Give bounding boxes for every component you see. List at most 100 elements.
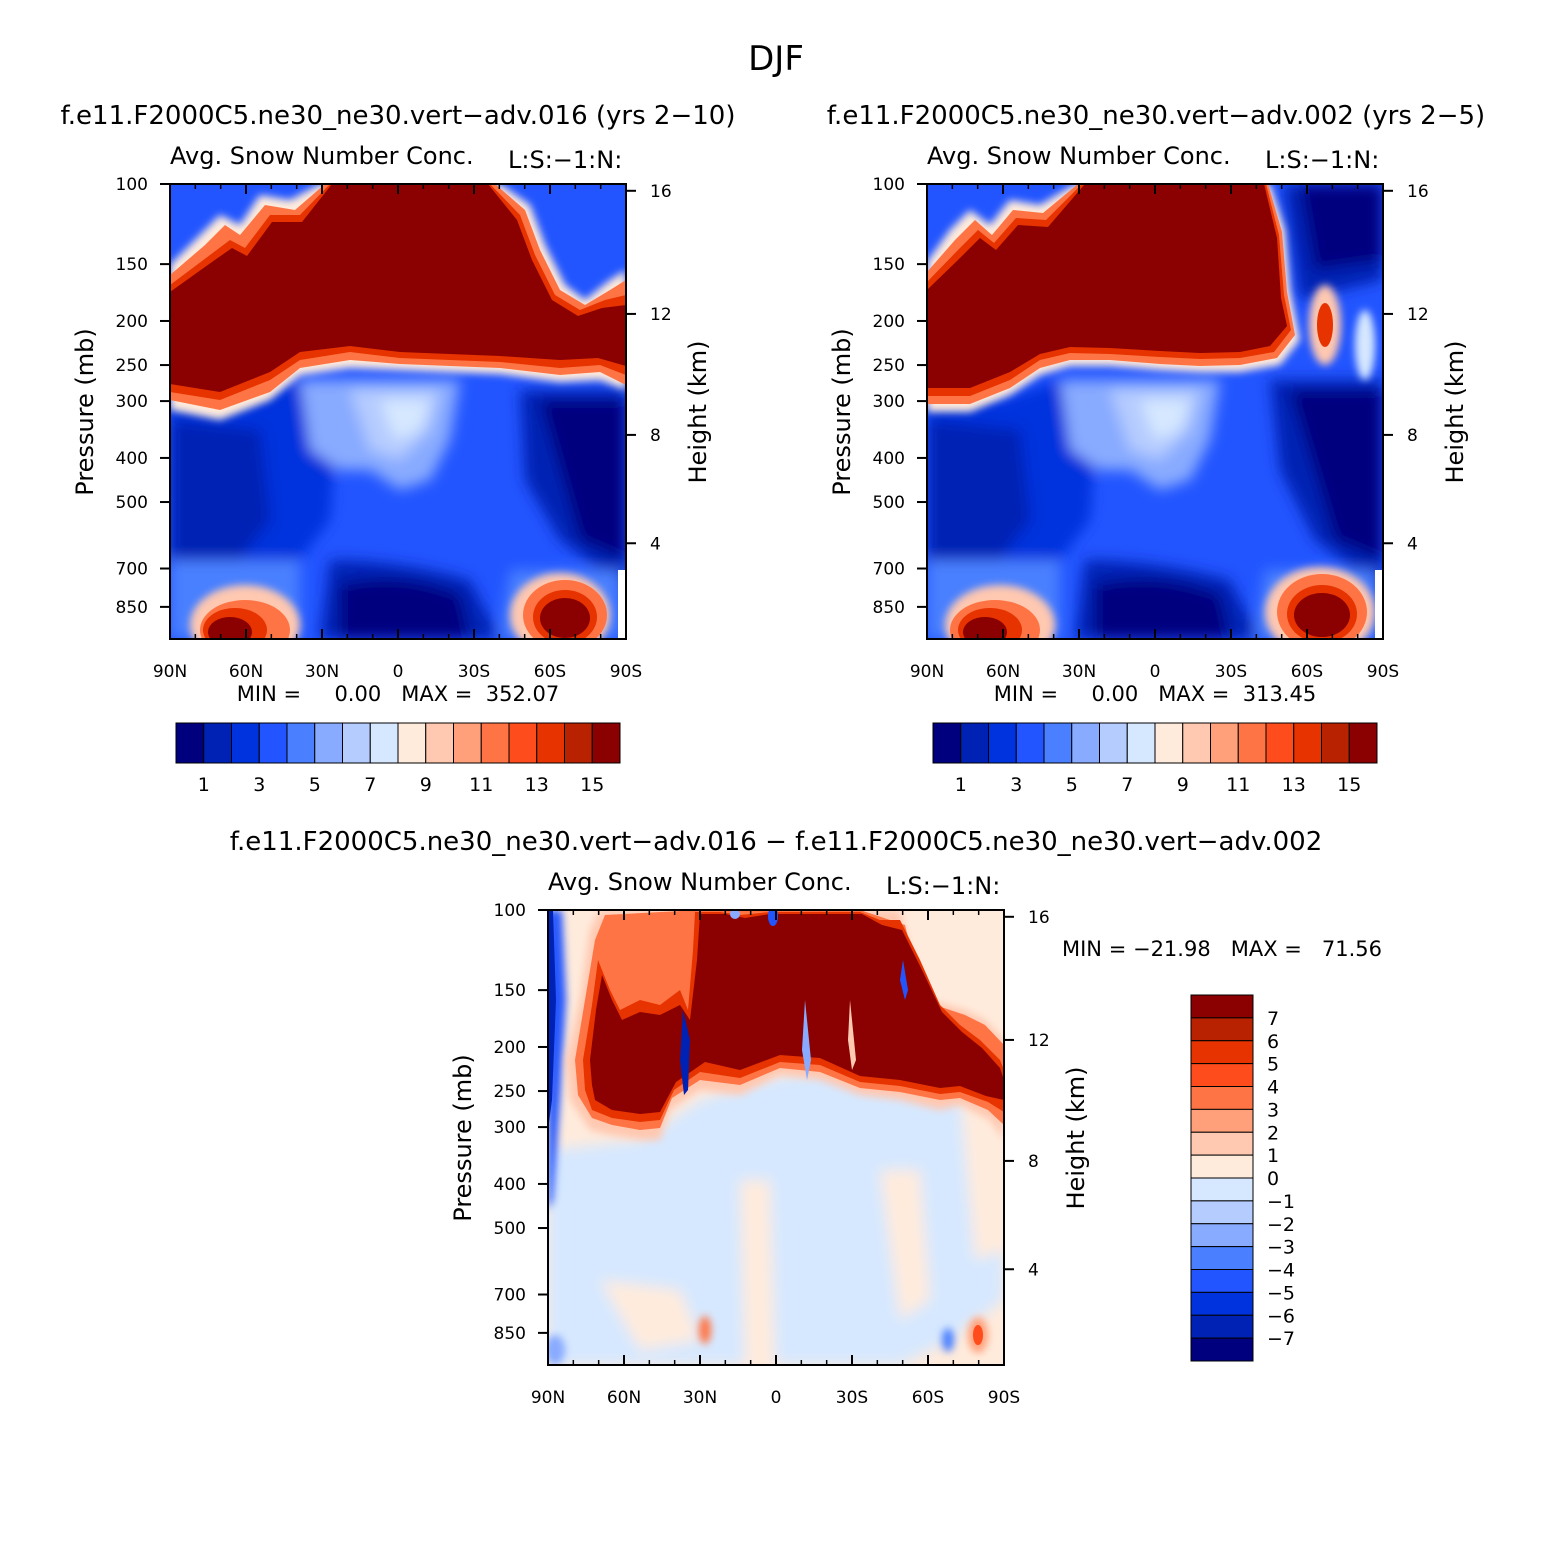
panel2-ytick-right-label: 8: [1407, 426, 1418, 446]
panel1-xtick-label: 30N: [305, 662, 339, 682]
panel3-colorbar-label: −1: [1267, 1191, 1295, 1213]
panel2-colorbar-label: 1: [955, 774, 967, 796]
panel3-ytick-label: 300: [494, 1118, 526, 1138]
panel3-xtick-label: 60N: [607, 1388, 641, 1408]
panel2-ytick-right-label: 4: [1407, 534, 1418, 554]
panel3-xtick-label: 0: [771, 1388, 782, 1408]
panel1-ytick-label: 400: [116, 449, 148, 469]
panel2-ytick-label: 400: [873, 449, 905, 469]
panel1-ytick-label: 300: [116, 392, 148, 412]
panel2-xtick-label: 30S: [1215, 662, 1247, 682]
panel2-colorbar-box: [1210, 722, 1239, 764]
panel3-xtick-label: 90S: [988, 1388, 1020, 1408]
panel2-colorbar-label: 5: [1066, 774, 1078, 796]
panel2-colorbar-box: [960, 722, 989, 764]
panel2-ytick-label: 700: [873, 560, 905, 580]
panel1: Avg. Snow Number Conc. L:S:−1:N:: [71, 142, 712, 796]
panel2-colorbar-box: [1237, 722, 1267, 764]
panel2-axis-ticks: 90N 60N 30N 0 30S 60S 90S 100 150 200 250 300 400 500…: [873, 175, 1429, 682]
panel3-contour-field: [548, 910, 1004, 1365]
panel3-colorbar-box: [1190, 1337, 1254, 1362]
panel2-colorbar-box: [1154, 722, 1184, 764]
panel3-ytick-right-label: 12: [1028, 1031, 1050, 1051]
panel1-colorbar-label: 7: [364, 774, 376, 796]
panel1-colorbar-box: [203, 722, 232, 764]
panel2-contour-field: [927, 184, 1383, 639]
panel3-colorbar-box: [1190, 1269, 1254, 1293]
panel2-ytick-label: 850: [873, 598, 905, 618]
panel2-ytick-label: 250: [873, 356, 905, 376]
panel3-colorbar-box: [1190, 1314, 1254, 1339]
panel1-colorbar-label: 1: [198, 774, 210, 796]
panel3-colorbar-label: 2: [1267, 1122, 1279, 1144]
panel3-xtick-label: 30N: [683, 1388, 717, 1408]
panel1-axis-ticks: 90N 60N 30N 0 30S 60S 90S 100 150 200 250 300 400 500…: [116, 175, 672, 682]
panel1-colorbar-box: [397, 722, 427, 764]
panel3-ytick-right-label: 8: [1028, 1152, 1039, 1172]
panel1-colorbar-box: [231, 722, 260, 764]
panel2-xtick-label: 90S: [1367, 662, 1399, 682]
panel3-case-title: f.e11.F2000C5.ne30_ne30.vert−adv.016 − f…: [230, 827, 1322, 857]
panel1-ytick-label: 500: [116, 493, 148, 513]
panel2-ytick-label: 150: [873, 255, 905, 275]
panel2-colorbar: 1 3 5 7 9 11 13 15: [932, 722, 1378, 796]
panel1-colorbar-label: 5: [309, 774, 321, 796]
panel2-ytick-right-label: 12: [1407, 305, 1429, 325]
panel2-colorbar-box: [1182, 722, 1211, 764]
panel3-colorbar-box: [1190, 1200, 1254, 1225]
panel1-colorbar: 1 3 5 7 9 11 13 15: [175, 722, 621, 796]
panel3-colorbar-box: [1190, 1291, 1254, 1316]
panel2-stats: MIN = 0.00 MAX = 313.45: [994, 682, 1316, 706]
panel2-xtick-label: 60S: [1291, 662, 1323, 682]
panel1-xtick-label: 30S: [458, 662, 490, 682]
panel3-colorbar-box: [1190, 1246, 1254, 1270]
panel2-colorbar-label: 9: [1177, 774, 1189, 796]
panel2-colorbar-label: 11: [1226, 774, 1250, 796]
panel2-colorbar-box: [1043, 722, 1073, 764]
panel1-xtick-label: 0: [393, 662, 404, 682]
panel1-colorbar-box: [591, 722, 621, 764]
panel1-colorbar-label: 11: [469, 774, 493, 796]
panel2-colorbar-box: [1099, 722, 1128, 764]
panel2-colorbar-box: [1265, 722, 1295, 764]
panel2-ytick-label: 200: [873, 312, 905, 332]
panel1-ytick-label: 250: [116, 356, 148, 376]
panel3-ytick-right-label: 4: [1028, 1260, 1039, 1280]
panel2-colorbar-box: [932, 722, 962, 764]
panel1-colorbar-box: [342, 722, 371, 764]
panel1-xtick-label: 60S: [534, 662, 566, 682]
panel3-colorbar-box: [1190, 1017, 1254, 1042]
panel2-colorbar-box: [988, 722, 1017, 764]
panel2-xtick-label: 30N: [1062, 662, 1096, 682]
panel1-colorbar-label: 9: [420, 774, 432, 796]
panel1-colorbar-box: [564, 722, 593, 764]
panel1-ytick-label: 150: [116, 255, 148, 275]
panel1-xtick-label: 90S: [610, 662, 642, 682]
panel1-ytick-label: 100: [116, 175, 148, 195]
panel3: Avg. Snow Number Conc. L:S:−1:N:: [449, 868, 1382, 1408]
panel1-colorbar-box: [258, 722, 288, 764]
panel3-colorbar-label: −4: [1267, 1260, 1295, 1282]
panel1-colorbar-box: [508, 722, 538, 764]
panel2-corner-label: L:S:−1:N:: [1265, 146, 1379, 174]
panel2-colorbar-box: [1071, 722, 1100, 764]
panel1-contour-field: [170, 184, 626, 639]
panel2-colorbar-box: [1015, 722, 1045, 764]
panel1-ylabel: Pressure (mb): [71, 328, 99, 495]
panel1-ytick-right-label: 16: [650, 182, 672, 202]
panel1-ytick-right-label: 8: [650, 426, 661, 446]
panel2-colorbar-label: 13: [1282, 774, 1306, 796]
panel2-ylabel: Pressure (mb): [828, 328, 856, 495]
panel2-ytick-right-label: 16: [1407, 182, 1429, 202]
panel3-colorbar-label: −2: [1267, 1214, 1295, 1236]
panel3-ytick-label: 100: [494, 901, 526, 921]
panel1-xtick-label: 90N: [153, 662, 187, 682]
panel3-colorbar-box: [1190, 1086, 1254, 1110]
panel3-plot-title: Avg. Snow Number Conc.: [548, 868, 852, 896]
panel3-colorbar-label: 1: [1267, 1145, 1279, 1167]
panel3-xtick-label: 60S: [912, 1388, 944, 1408]
panel3-colorbar-label: −7: [1267, 1328, 1295, 1350]
panel3-ytick-label: 400: [494, 1175, 526, 1195]
panel2-colorbar-box: [1321, 722, 1350, 764]
panel3-axis-ticks: 90N 60N 30N 0 30S 60S 90S 100 150 200 250 300 400 500…: [494, 901, 1050, 1408]
